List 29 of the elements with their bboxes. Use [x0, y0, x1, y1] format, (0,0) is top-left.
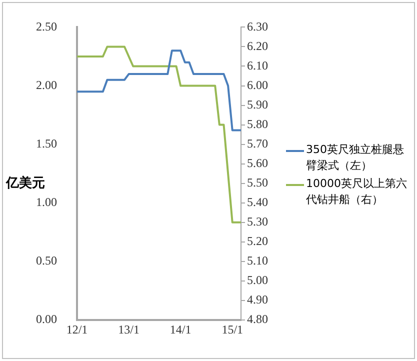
- y2-tick-label: 5.40: [247, 195, 268, 210]
- y-tick-label: 2.50: [36, 19, 57, 34]
- y2-tick-label: 5.00: [247, 273, 268, 288]
- x-tick-label: 12/1: [66, 322, 88, 336]
- y2-tick-label: 6.20: [247, 38, 268, 53]
- y2-tick-label: 4.80: [247, 312, 268, 326]
- y2-tick-label: 6.00: [247, 78, 268, 92]
- y2-tick-label: 5.60: [247, 156, 268, 170]
- y-axis-title: 亿美元: [6, 174, 45, 192]
- y2-tick-label: 5.10: [247, 254, 268, 268]
- y2-tick-label: 4.90: [247, 292, 268, 307]
- y-tick-label: 2.00: [36, 78, 57, 92]
- y-tick-label: 1.50: [36, 136, 57, 150]
- y-tick-label: 0.00: [36, 312, 57, 326]
- x-tick-label: 15/1: [222, 322, 244, 336]
- legend-label: 10000英尺以上第六代钻井船（右）: [306, 176, 408, 208]
- y2-tick-label: 6.30: [247, 19, 268, 34]
- x-tick-label: 13/1: [118, 322, 140, 336]
- y-tick-label: 1.00: [36, 195, 57, 210]
- y2-tick-label: 5.30: [247, 214, 268, 229]
- y2-tick-label: 5.80: [247, 116, 268, 131]
- y2-tick-label: 5.70: [247, 136, 268, 150]
- y2-tick-label: 5.20: [247, 234, 268, 248]
- y2-tick-label: 6.10: [247, 58, 268, 72]
- y2-tick-label: 5.50: [247, 176, 268, 190]
- y-tick-label: 0.50: [36, 254, 57, 268]
- y2-tick-label: 5.90: [247, 97, 268, 112]
- x-tick-label: 14/1: [170, 322, 192, 336]
- legend-label: 350英尺独立桩腿悬臂梁式（左）: [306, 142, 405, 174]
